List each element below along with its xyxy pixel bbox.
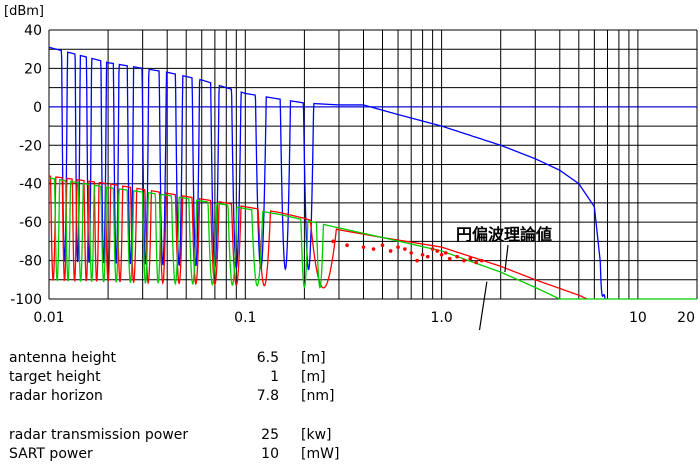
y-tick-label: -100 xyxy=(10,292,42,308)
measured-point xyxy=(345,243,349,247)
y-tick-label: -60 xyxy=(19,215,42,231)
param-row: radar transmission power 25 [kw] xyxy=(9,426,409,445)
param-value: 25 xyxy=(261,427,279,443)
annotations: 円偏波理論値水平偏波理論値 xyxy=(456,225,552,330)
x-tick-label: 20 xyxy=(677,310,695,326)
measured-point xyxy=(420,253,425,257)
y-axis-unit: [dBm] xyxy=(4,4,44,19)
y-tick-label: -80 xyxy=(19,254,42,270)
measured-point xyxy=(361,245,366,249)
measured-point xyxy=(435,249,440,253)
y-tick-label: 20 xyxy=(24,61,42,77)
measured-point xyxy=(415,258,419,263)
param-unit: [kw] xyxy=(301,427,332,443)
measured-point xyxy=(409,251,413,255)
measured-point xyxy=(462,258,466,263)
param-value: 1 xyxy=(270,369,279,385)
measured-point xyxy=(430,247,435,251)
parameter-table: antenna height 6.5 [m] target height 1 [… xyxy=(9,349,409,464)
measured-point xyxy=(425,254,430,259)
annotation-circular-polarization: 円偏波理論値 xyxy=(456,225,552,244)
series-line-blue xyxy=(48,46,606,300)
param-value: 6.5 xyxy=(256,350,279,366)
series-layer xyxy=(48,46,697,300)
y-tick-label: 0 xyxy=(33,100,42,116)
measured-point xyxy=(479,258,484,263)
measured-point xyxy=(468,256,473,261)
measured-points xyxy=(331,239,484,265)
y-tick-label: -20 xyxy=(19,138,42,154)
measured-point xyxy=(439,253,444,257)
measured-point xyxy=(447,256,452,261)
y-tick-label: -40 xyxy=(19,177,42,193)
param-row: target height 1 [m] xyxy=(9,368,409,387)
param-row: SART power 10 [mW] xyxy=(9,445,409,464)
measured-point xyxy=(331,239,335,244)
param-unit: [nm] xyxy=(301,388,335,404)
measured-point xyxy=(388,249,393,253)
measured-point xyxy=(371,247,376,251)
param-label: antenna height xyxy=(9,350,116,366)
series-line-green xyxy=(48,177,697,300)
measured-point xyxy=(443,251,448,255)
measured-point xyxy=(474,260,478,265)
measured-point xyxy=(380,243,385,247)
param-row: radar horizon 7.8 [nm] xyxy=(9,387,409,406)
annotation-leader-line xyxy=(504,244,509,273)
param-row: antenna height 6.5 [m] xyxy=(9,349,409,368)
x-tick-label: 10 xyxy=(629,310,647,326)
measured-point xyxy=(455,254,459,259)
axes: 40 20 0 -20 -40 -60 -80 -100 0.01 0.1 1.0 10 20 [dBm]… xyxy=(4,4,695,326)
param-value: 10 xyxy=(261,446,279,462)
grid xyxy=(48,29,698,300)
param-label: target height xyxy=(9,369,101,385)
x-tick-label: 0.01 xyxy=(33,310,64,326)
param-value: 7.8 xyxy=(256,388,279,404)
param-unit: [m] xyxy=(301,369,326,385)
param-label: radar transmission power xyxy=(9,427,189,443)
param-unit: [m] xyxy=(301,350,326,366)
x-tick-label: 0.1 xyxy=(234,310,256,326)
measured-point xyxy=(396,245,400,249)
annotation-leader-line xyxy=(478,281,488,330)
chart-area: 40 20 0 -20 -40 -60 -80 -100 0.01 0.1 1.0 10 20 [dBm]… xyxy=(4,4,698,330)
y-tick-label: 40 xyxy=(24,23,42,39)
param-label: radar horizon xyxy=(9,388,103,404)
param-unit: [mW] xyxy=(301,446,340,462)
x-tick-label: 1.0 xyxy=(430,310,452,326)
param-label: SART power xyxy=(9,446,93,462)
measured-point xyxy=(403,247,407,251)
